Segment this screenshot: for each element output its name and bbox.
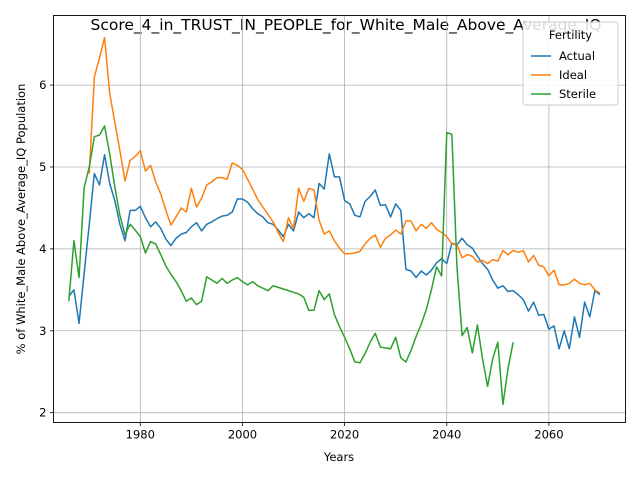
legend-title: Fertility xyxy=(549,28,592,42)
x-tick-label: 2040 xyxy=(432,428,461,442)
legend-label: Actual xyxy=(559,49,595,63)
y-tick-label: 3 xyxy=(39,324,46,338)
legend: Fertility Actual Ideal Sterile xyxy=(522,21,619,106)
legend-label: Sterile xyxy=(559,87,596,101)
y-tick-label: 5 xyxy=(39,160,46,174)
series-lines xyxy=(68,36,601,406)
legend-label: Ideal xyxy=(559,68,587,82)
y-tick-label: 6 xyxy=(39,78,46,92)
y-tick-label: 4 xyxy=(39,242,46,256)
x-tick-label: 2020 xyxy=(330,428,359,442)
legend-box xyxy=(522,21,619,106)
x-tick-label: 1980 xyxy=(126,428,155,442)
chart-title: Score_4_in_TRUST_IN_PEOPLE_for_White_Mal… xyxy=(91,16,602,35)
x-axis-label: Years xyxy=(323,450,354,464)
axis-ticks: 1980 2000 2020 2040 2060 2 3 4 5 6 xyxy=(39,78,563,441)
series-line-ideal xyxy=(88,36,601,294)
y-axis-label: % of White_Male Above_Average_IQ Populat… xyxy=(14,84,28,355)
plot-frame xyxy=(53,15,626,423)
y-tick-label: 2 xyxy=(39,406,46,420)
series-line-sterile xyxy=(68,125,514,406)
x-tick-label: 2060 xyxy=(534,428,563,442)
series-line-actual xyxy=(68,153,601,350)
x-tick-label: 2000 xyxy=(228,428,257,442)
